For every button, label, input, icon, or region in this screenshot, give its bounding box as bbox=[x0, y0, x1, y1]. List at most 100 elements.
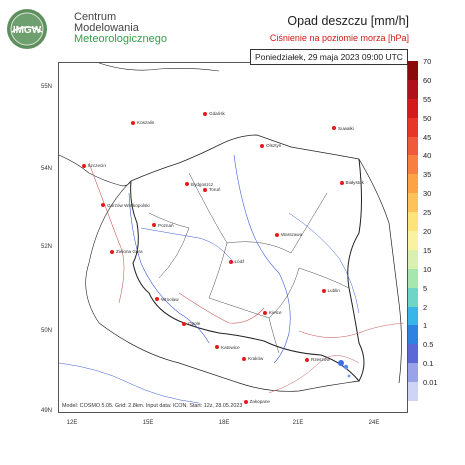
city-marker: Wrocław bbox=[155, 297, 179, 302]
city-label: Zielona Góra bbox=[116, 249, 143, 255]
legend-swatch bbox=[408, 325, 418, 345]
svg-text:IMGW: IMGW bbox=[13, 25, 42, 36]
legend-label: 0.5 bbox=[423, 340, 434, 350]
city-marker: Gorzów Wielkopolski bbox=[101, 203, 150, 208]
legend-label: 60 bbox=[423, 75, 432, 85]
city-label: Koszalin bbox=[137, 120, 155, 125]
city-marker: Rzeszów bbox=[305, 357, 330, 362]
city-dot-icon bbox=[321, 288, 326, 293]
city-label: Kielce bbox=[269, 309, 282, 315]
legend-swatch bbox=[408, 79, 418, 100]
city-dot-icon bbox=[203, 188, 207, 193]
city-dot-icon bbox=[339, 180, 344, 185]
legend-label: 35 bbox=[423, 170, 432, 180]
legend-swatch bbox=[408, 382, 418, 402]
city-marker: Opole bbox=[182, 321, 200, 326]
map-subtitle: Ciśnienie na poziomie morza [hPa] bbox=[269, 33, 409, 43]
city-dot-icon bbox=[263, 310, 267, 315]
coastline bbox=[130, 134, 360, 182]
org-line-1: Centrum bbox=[74, 11, 117, 23]
city-marker: Warszawa bbox=[275, 232, 302, 237]
isobar bbox=[178, 292, 265, 324]
lon-tick-label: 21E bbox=[292, 420, 304, 426]
legend-label: 25 bbox=[423, 208, 432, 218]
legend-label: 70 bbox=[423, 57, 432, 66]
city-dot-icon bbox=[275, 233, 279, 238]
isobar bbox=[88, 162, 125, 304]
southern-border bbox=[98, 322, 360, 392]
city-marker: Białystok bbox=[339, 179, 364, 185]
legend-label: 20 bbox=[423, 227, 432, 236]
legend-label: 0.1 bbox=[423, 359, 434, 369]
river-bug bbox=[288, 212, 360, 314]
city-label: Gorzów Wielkopolski bbox=[107, 202, 150, 208]
poland-border bbox=[130, 158, 365, 382]
city-dot-icon bbox=[81, 163, 86, 168]
legend-swatch bbox=[408, 231, 418, 251]
river-vistula bbox=[233, 154, 291, 364]
city-marker: Katowice bbox=[215, 345, 240, 350]
city-label: Rzeszów bbox=[311, 357, 330, 363]
legend-swatch bbox=[408, 344, 418, 364]
river-south bbox=[59, 362, 200, 404]
lon-tick-label: 15E bbox=[142, 420, 154, 426]
legend-swatch bbox=[408, 117, 418, 138]
city-marker: Kielce bbox=[263, 310, 282, 315]
city-marker: Zielona Góra bbox=[110, 249, 143, 254]
map-panel[interactable]: Gdańsk Koszalin Suwałki Olsztyn Szczecin Biał… bbox=[58, 62, 408, 413]
sweden-coast bbox=[98, 63, 220, 72]
region-borders bbox=[148, 172, 350, 354]
city-label: Warszawa bbox=[281, 232, 303, 238]
legend-swatch bbox=[408, 212, 418, 232]
legend-label: 2 bbox=[423, 302, 428, 312]
lon-tick-label: 12E bbox=[66, 420, 78, 426]
city-marker: Bydgoszcz bbox=[185, 182, 213, 187]
city-label: Łódź bbox=[234, 259, 245, 265]
city-label: Suwałki bbox=[338, 125, 354, 131]
lon-tick-label: 18E bbox=[218, 420, 230, 426]
legend-swatch bbox=[408, 98, 418, 119]
city-marker: Kraków bbox=[242, 356, 263, 361]
city-marker: Szczecin bbox=[81, 162, 106, 168]
org-line-3: Meteorologicznego bbox=[74, 33, 167, 45]
city-marker: Poznań bbox=[152, 223, 174, 228]
lat-tick-label: 50N bbox=[40, 328, 52, 334]
city-label: Gdańsk bbox=[209, 111, 225, 117]
precip-spot bbox=[347, 374, 351, 378]
city-dot-icon bbox=[228, 259, 233, 264]
precip-spot bbox=[343, 364, 349, 370]
city-dot-icon bbox=[243, 400, 248, 405]
city-label: Zakopane bbox=[249, 399, 270, 405]
legend-swatch bbox=[408, 136, 418, 156]
map-canvas bbox=[59, 63, 405, 404]
legend-swatch bbox=[408, 155, 418, 175]
forecast-time: Poniedziałek, 29 maja 2023 09:00 UTC bbox=[250, 49, 408, 65]
lon-tick-label: 24E bbox=[368, 420, 380, 426]
city-dot-icon bbox=[155, 297, 159, 302]
legend-label: 10 bbox=[423, 264, 432, 274]
city-label: Opole bbox=[188, 321, 201, 327]
legend-swatch bbox=[408, 249, 418, 270]
city-label: Bydgoszcz bbox=[191, 181, 214, 187]
city-label: Szczecin bbox=[87, 162, 106, 168]
city-dot-icon bbox=[260, 143, 264, 148]
isobar bbox=[298, 322, 405, 338]
eastern-border bbox=[358, 158, 402, 384]
legend-swatch bbox=[408, 174, 418, 194]
legend-swatch bbox=[408, 193, 418, 213]
model-info: Model: COSMO 5.05. Grid: 2.8km. Input da… bbox=[62, 403, 243, 409]
city-label: Wrocław bbox=[161, 296, 179, 302]
city-label: Białystok bbox=[345, 179, 364, 185]
legend-swatch bbox=[408, 306, 418, 326]
city-dot-icon bbox=[203, 112, 207, 117]
org-line-2: Modelowania bbox=[74, 22, 139, 34]
city-label: Poznań bbox=[158, 222, 174, 228]
legend-swatch bbox=[408, 363, 418, 383]
city-dot-icon bbox=[242, 356, 246, 361]
legend-label: 45 bbox=[423, 132, 432, 142]
western-border bbox=[85, 180, 132, 324]
map-title: Opad deszczu [mm/h] bbox=[287, 14, 409, 28]
city-dot-icon bbox=[131, 120, 135, 125]
city-dot-icon bbox=[101, 203, 105, 208]
legend-label: 15 bbox=[423, 245, 432, 255]
